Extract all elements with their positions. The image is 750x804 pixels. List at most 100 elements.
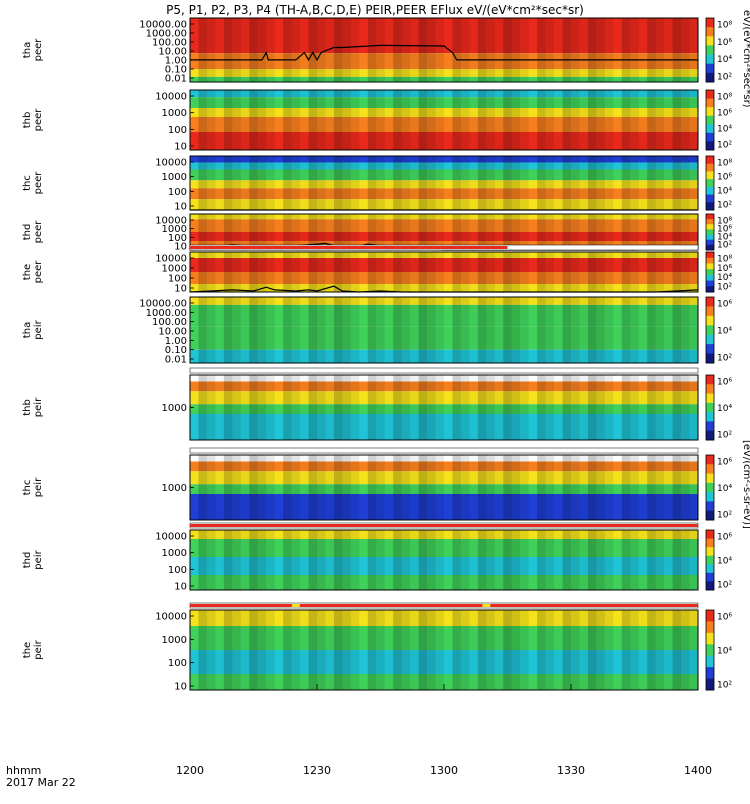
heatmap-col-the-peer-59 bbox=[689, 252, 698, 292]
heatmap-col-the-peer-13 bbox=[300, 252, 308, 292]
heatmap-col-thb-peir-39 bbox=[520, 375, 529, 440]
colorbar-tick-thd-peer-2: 10⁴ bbox=[717, 233, 732, 243]
heatmap-col-thb-peir-58 bbox=[681, 375, 690, 440]
frame-thd-peir bbox=[189, 529, 699, 591]
ytick-label-tha-peir-3: 10.00 bbox=[158, 327, 187, 338]
heatmap-col-the-peir-23 bbox=[385, 610, 393, 690]
heatmap-col-thb-peer-16 bbox=[325, 90, 334, 150]
colorbar-tick-the-peir-0: 10⁶ bbox=[717, 613, 732, 623]
heatmap-col-the-peer-2 bbox=[206, 252, 216, 292]
heatmap-col-thb-peer-55 bbox=[655, 90, 665, 150]
heatmap-col-thb-peir-55 bbox=[655, 375, 665, 440]
heatmap-col-thb-peir-6 bbox=[240, 375, 250, 440]
heatmap-col-thc-peer-49 bbox=[604, 156, 614, 210]
heatmap-col-thd-peer-28 bbox=[427, 214, 436, 250]
colorbar-tick-tha-peer-1: 10⁶ bbox=[717, 38, 732, 48]
heatmap-col-thd-peer-51 bbox=[621, 214, 631, 250]
heatmap-col-tha-peir-44 bbox=[562, 297, 571, 363]
colorbar-seg-thc-peer-1 bbox=[706, 163, 714, 172]
heatmap-col-the-peer-58 bbox=[681, 252, 690, 292]
heatmap-col-thd-peir-55 bbox=[655, 530, 665, 590]
ytick-label-thb-peir-0: 1000 bbox=[162, 403, 187, 414]
colorbar-unit-upper: eV/(eV*cm²*sec*sr) bbox=[741, 10, 750, 108]
ytick-label-thc-peer-1: 1000 bbox=[162, 172, 187, 183]
heatmap-col-tha-peer-26 bbox=[410, 18, 419, 82]
heatmap-col-tha-peir-29 bbox=[435, 297, 444, 363]
heatmap-col-the-peer-46 bbox=[579, 252, 588, 292]
heatmap-col-the-peer-33 bbox=[469, 252, 477, 292]
heatmap-col-tha-peer-24 bbox=[393, 18, 402, 82]
heatmap-col-thb-peir-14 bbox=[308, 375, 317, 440]
heatmap-col-thb-peer-59 bbox=[689, 90, 698, 150]
heatmap-col-the-peer-57 bbox=[672, 252, 682, 292]
colorbar-tick-thc-peir-2: 10² bbox=[717, 511, 732, 521]
heatmap-col-tha-peir-3 bbox=[215, 297, 223, 363]
heatmap-col-tha-peir-8 bbox=[257, 297, 267, 363]
heatmap-band-tha-peir-1 bbox=[190, 304, 698, 327]
heatmap-col-thd-peer-18 bbox=[342, 214, 351, 250]
heatmap-band-thc-peir-3 bbox=[190, 484, 698, 494]
colorbar-seg-thb-peir-4 bbox=[706, 412, 714, 422]
heatmap-col-thc-peir-35 bbox=[486, 455, 495, 520]
heatmap-col-thc-peir-9 bbox=[266, 455, 275, 520]
colorbar-seg-thd-peir-3 bbox=[706, 555, 714, 565]
colorbar-frame-thc-peir bbox=[705, 454, 715, 521]
heatmap-col-the-peir-5 bbox=[232, 610, 241, 690]
heatmap-col-thd-peer-6 bbox=[240, 214, 250, 250]
heatmap-col-thc-peer-24 bbox=[393, 156, 402, 210]
heatmap-col-thb-peir-3 bbox=[215, 375, 223, 440]
colorbar-tick-thc-peir-1: 10⁴ bbox=[717, 484, 732, 494]
colorbar-seg-thb-peir-2 bbox=[706, 393, 714, 404]
heatmap-col-thb-peer-47 bbox=[587, 90, 597, 150]
heatmap-col-thc-peir-1 bbox=[198, 455, 207, 520]
heatmap-col-thb-peer-43 bbox=[554, 90, 562, 150]
colorbar-seg-thb-peir-5 bbox=[706, 421, 714, 432]
colorbar-seg-tha-peer-2 bbox=[706, 36, 714, 46]
colorbar-seg-thb-peir-6 bbox=[706, 430, 714, 441]
heatmap-col-tha-peer-58 bbox=[681, 18, 690, 82]
heatmap-col-thd-peer-54 bbox=[647, 214, 656, 250]
heatmap-col-tha-peir-59 bbox=[689, 297, 698, 363]
ytick-label-thc-peir-0: 1000 bbox=[162, 483, 187, 494]
heatmap-band-tha-peir-2 bbox=[190, 326, 698, 350]
colorbar-tick-thd-peer-0: 10⁸ bbox=[717, 217, 732, 227]
heatmap-col-thc-peer-1 bbox=[198, 156, 207, 210]
heatmap-col-thd-peer-22 bbox=[376, 214, 385, 250]
heatmap-col-thc-peir-32 bbox=[460, 455, 470, 520]
heatmap-col-thd-peir-39 bbox=[520, 530, 529, 590]
heatmap-col-thd-peer-31 bbox=[452, 214, 461, 250]
colorbar-seg-thc-peer-3 bbox=[706, 179, 714, 188]
panel-the-peir: thepeir 10000 1000 100 10 10⁶ 10⁴ 10² bbox=[22, 602, 732, 693]
heatmap-band-thc-peer-3 bbox=[190, 180, 698, 189]
heatmap-col-the-peir-38 bbox=[511, 610, 521, 690]
heatmap-col-thd-peir-8 bbox=[257, 530, 267, 590]
heatmap-band-thd-peer-3 bbox=[190, 241, 698, 247]
heatmap-col-thb-peir-43 bbox=[554, 375, 562, 440]
colorbar-tick-thd-peir-1: 10⁴ bbox=[717, 557, 732, 567]
ytick-label-the-peer-3: 10 bbox=[174, 284, 187, 295]
heatmap-col-thd-peer-38 bbox=[511, 214, 521, 250]
heatmap-col-tha-peir-24 bbox=[393, 297, 402, 363]
heatmap-col-the-peer-14 bbox=[308, 252, 317, 292]
heatmap-col-the-peer-39 bbox=[520, 252, 529, 292]
heatmap-col-thd-peir-48 bbox=[596, 530, 605, 590]
colorbar-frame-thb-peir bbox=[705, 374, 715, 441]
heatmap-col-thc-peer-52 bbox=[630, 156, 639, 210]
heatmap-col-thc-peer-25 bbox=[401, 156, 411, 210]
heatmap-col-tha-peer-36 bbox=[494, 18, 504, 82]
heatmap-col-thc-peir-59 bbox=[689, 455, 698, 520]
colorbar-seg-thc-peir-0 bbox=[706, 455, 714, 465]
heatmap-col-the-peer-28 bbox=[427, 252, 436, 292]
heatmap-band-thd-peir-2 bbox=[190, 557, 698, 575]
heatmap-col-thb-peer-29 bbox=[435, 90, 444, 150]
heatmap-col-thd-peir-12 bbox=[291, 530, 301, 590]
heatmap-col-thc-peir-48 bbox=[596, 455, 605, 520]
heatmap-col-the-peir-48 bbox=[596, 610, 605, 690]
frame-tha-peir bbox=[189, 296, 699, 364]
colorbar-frame-thc-peer bbox=[705, 155, 715, 211]
heatmap-col-thb-peer-25 bbox=[401, 90, 411, 150]
heatmap-col-thb-peer-41 bbox=[537, 90, 546, 150]
ylabel-tha-peir: thapeir bbox=[22, 319, 44, 339]
heatmap-col-thd-peir-27 bbox=[418, 530, 428, 590]
